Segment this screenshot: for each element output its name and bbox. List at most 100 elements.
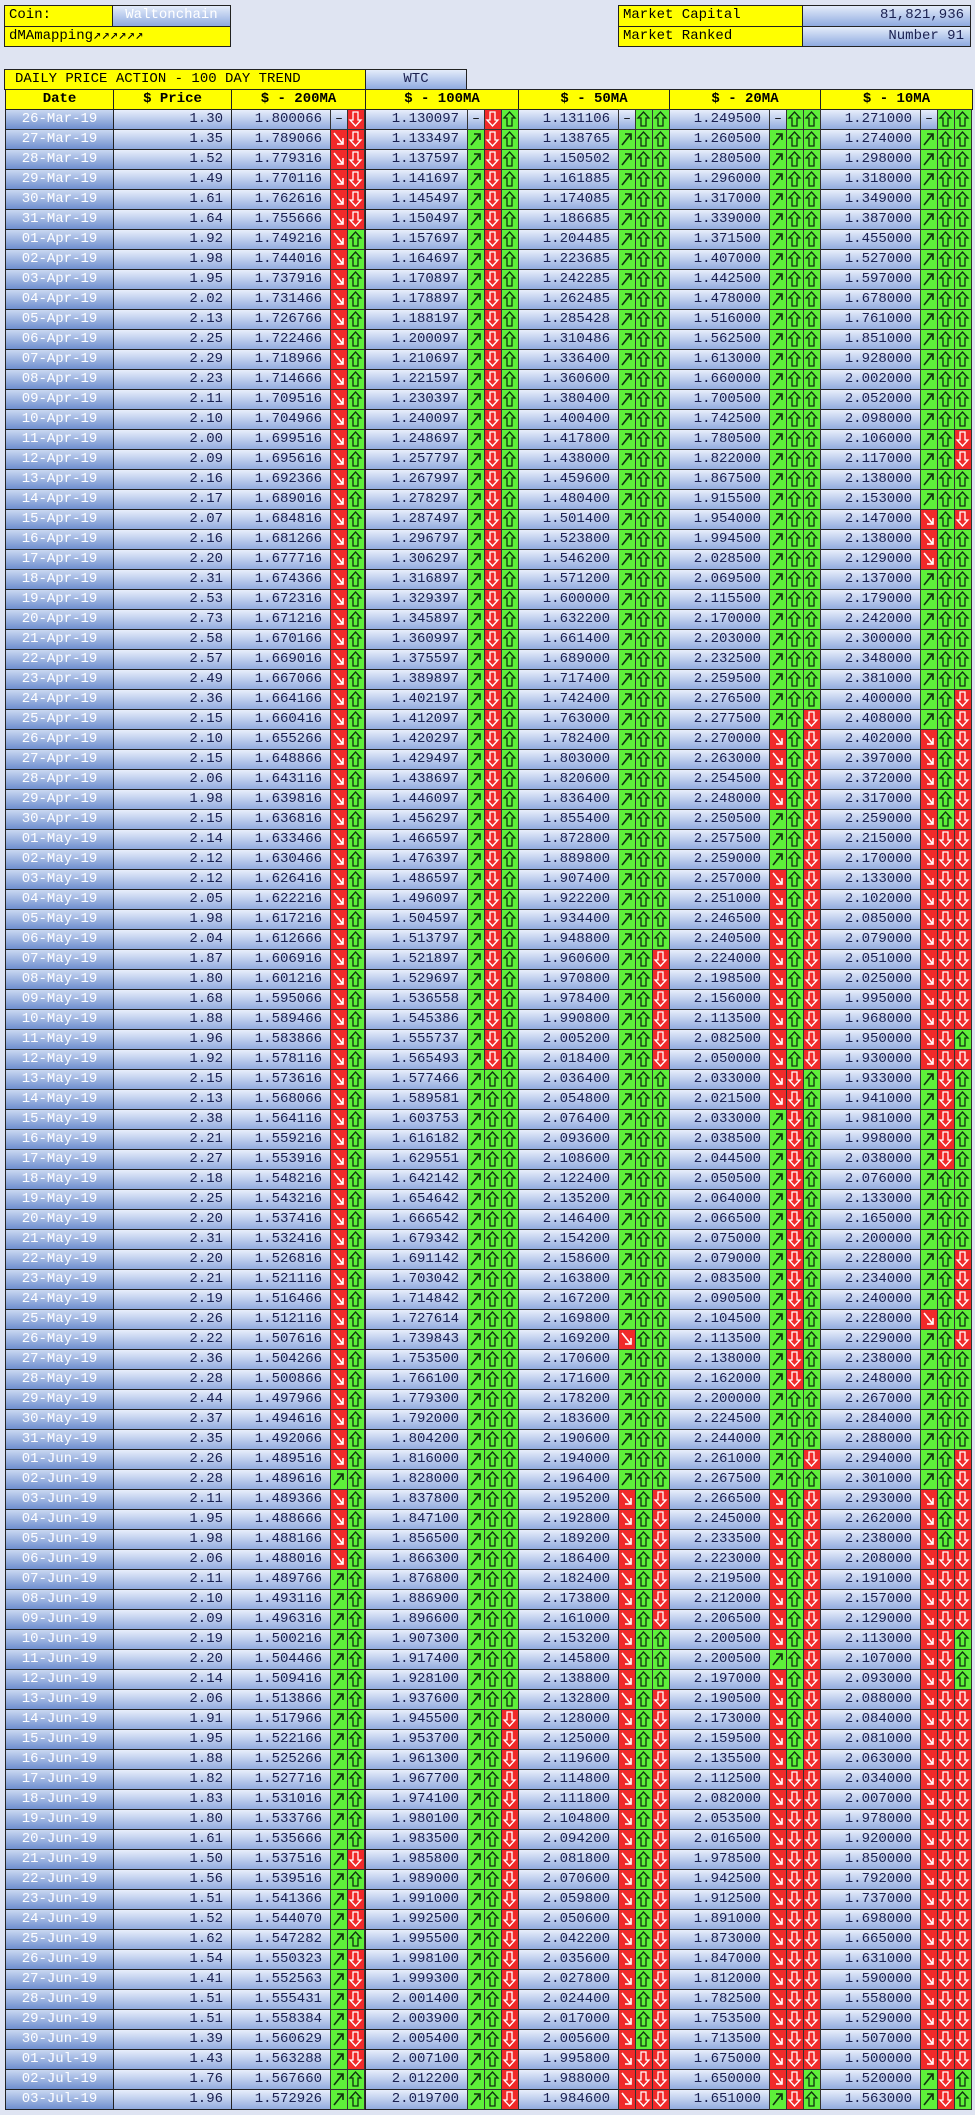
arrow-icon — [787, 1291, 802, 1307]
arrow-icon — [804, 711, 819, 727]
cross-arrow — [803, 2009, 821, 2030]
cross-arrow — [501, 1189, 519, 1210]
arrow-icon — [955, 1171, 970, 1187]
arrow-icon — [333, 1492, 344, 1505]
trend-arrow — [467, 829, 485, 850]
value-cell: 1.782400 — [518, 729, 619, 750]
arrow-icon — [653, 1591, 668, 1607]
cross-arrow — [786, 329, 804, 350]
cross-arrow — [803, 1349, 821, 1370]
arrow-icon — [804, 331, 819, 347]
arrow-icon — [772, 1832, 783, 1845]
value-cell: 1.446097 — [365, 789, 468, 810]
value-cell: 1.509416 — [231, 1669, 331, 1690]
trend-arrow — [618, 1149, 636, 1170]
value-cell: 1.749216 — [231, 229, 331, 250]
trend-arrow — [467, 1969, 485, 1990]
arrow-icon — [348, 611, 363, 627]
arrow-icon — [787, 1471, 802, 1487]
cross-arrow — [635, 189, 653, 210]
arrow-icon — [938, 1631, 953, 1647]
arrow-icon — [772, 513, 783, 526]
arrow-icon — [787, 931, 802, 947]
arrow-icon — [923, 213, 934, 226]
arrow-icon — [470, 953, 481, 966]
value-cell: 1.866300 — [365, 1549, 468, 1570]
arrow-icon — [804, 1111, 819, 1127]
arrow-icon — [955, 1791, 970, 1807]
trend-arrow — [618, 649, 636, 670]
arrow-icon — [938, 1891, 953, 1907]
arrow-icon — [485, 1171, 500, 1187]
arrow-icon — [333, 1893, 344, 1906]
cross-arrow — [635, 1349, 653, 1370]
arrow-icon — [502, 851, 517, 867]
trend-arrow — [467, 469, 485, 490]
arrow-icon — [923, 552, 934, 565]
value-cell: 2.133000 — [820, 869, 921, 890]
cross-arrow — [484, 1049, 502, 1070]
value-cell: 2.182400 — [518, 1569, 619, 1590]
arrow-icon — [955, 1331, 970, 1347]
arrow-icon — [333, 1312, 344, 1325]
arrow-icon — [502, 831, 517, 847]
trend-arrow — [330, 409, 348, 430]
cross-arrow — [954, 1769, 972, 1790]
cross-arrow — [484, 1229, 502, 1250]
arrow-icon — [348, 1051, 363, 1067]
cross-arrow — [501, 989, 519, 1010]
cross-arrow — [803, 1169, 821, 1190]
trend-arrow — [467, 2069, 485, 2090]
cross-arrow — [635, 549, 653, 570]
trend-arrow — [618, 849, 636, 870]
cross-arrow — [652, 909, 670, 930]
trend-arrow — [330, 1789, 348, 1810]
date-cell: 27-Apr-19 — [5, 749, 114, 770]
arrow-icon — [348, 1551, 363, 1567]
arrow-icon — [485, 1211, 500, 1227]
cross-arrow — [786, 469, 804, 490]
cross-arrow — [937, 1389, 955, 1410]
trend-arrow — [618, 1069, 636, 1090]
cross-arrow — [501, 389, 519, 410]
value-cell: 2.22 — [113, 1329, 232, 1350]
arrow-icon — [804, 251, 819, 267]
arrow-icon — [348, 831, 363, 847]
value-cell: 2.277500 — [669, 709, 770, 730]
arrow-icon — [333, 572, 344, 585]
cross-arrow — [786, 1069, 804, 1090]
cross-arrow — [937, 1729, 955, 1750]
date-cell: 14-Jun-19 — [5, 1709, 114, 1730]
arrow-icon — [621, 2012, 632, 2025]
value-cell: 1.568066 — [231, 1089, 331, 1110]
arrow-icon — [348, 1251, 363, 1267]
cross-arrow — [652, 829, 670, 850]
column-header: $ Price — [113, 89, 232, 110]
arrow-icon — [333, 532, 344, 545]
trend-arrow — [920, 769, 938, 790]
arrow-icon — [923, 1792, 934, 1805]
arrow-icon — [502, 871, 517, 887]
trend-arrow — [467, 189, 485, 210]
value-cell: 1.537516 — [231, 1849, 331, 1870]
arrow-icon — [485, 1071, 500, 1087]
arrow-icon — [621, 1093, 632, 1106]
date-cell: 02-May-19 — [5, 849, 114, 870]
trend-arrow — [467, 1229, 485, 1250]
date-cell: 26-Jun-19 — [5, 1949, 114, 1970]
arrow-icon — [333, 252, 344, 265]
arrow-icon — [333, 612, 344, 625]
trend-arrow — [330, 1529, 348, 1550]
value-cell: 1.51 — [113, 1889, 232, 1910]
arrow-icon — [772, 1572, 783, 1585]
arrow-icon — [470, 673, 481, 686]
arrow-icon — [804, 1251, 819, 1267]
arrow-icon — [804, 351, 819, 367]
value-cell: 1.535666 — [231, 1829, 331, 1850]
arrow-icon — [470, 1253, 481, 1266]
cross-arrow — [803, 149, 821, 170]
arrow-icon — [348, 1231, 363, 1247]
arrow-icon — [772, 1752, 783, 1765]
arrow-icon — [485, 1091, 500, 1107]
arrow-icon — [621, 1812, 632, 1825]
